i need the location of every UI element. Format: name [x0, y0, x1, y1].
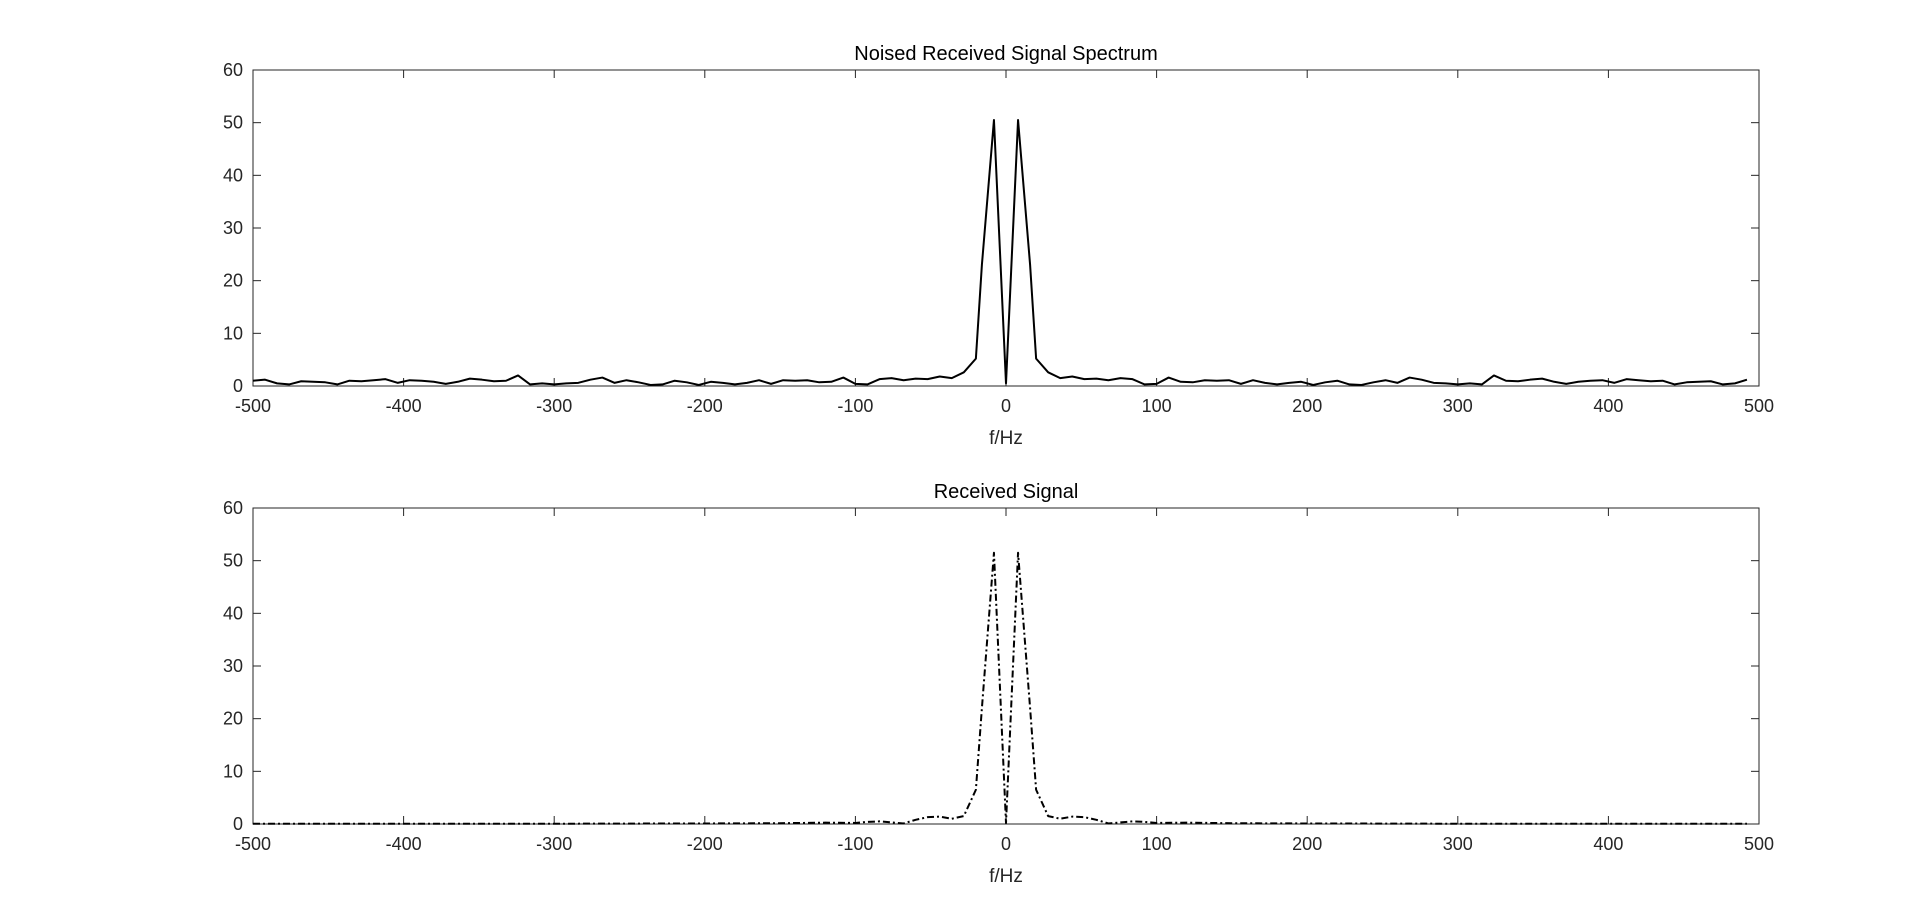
spectrum-noised-ytick-label: 0	[233, 376, 243, 396]
received-signal-ytick-label: 60	[223, 498, 243, 518]
received-signal-xtick-label: 200	[1292, 834, 1322, 854]
received-signal-xtick-label: 0	[1001, 834, 1011, 854]
received-signal-axes: Received Signal f/Hz -500 -400 -300 -200 -10…	[223, 481, 1774, 887]
spectrum-noised-xtick-label: 300	[1443, 396, 1473, 416]
received-signal-ytick-label: 10	[223, 761, 243, 781]
spectrum-noised-series-line	[252, 119, 1748, 386]
received-signal-xtick-label: -100	[837, 834, 873, 854]
spectrum-noised-series	[252, 119, 1748, 386]
received-signal-xtick-label: -200	[687, 834, 723, 854]
spectrum-noised-xtick-label: -200	[687, 396, 723, 416]
received-signal-xtick-label: -300	[536, 834, 572, 854]
received-signal-series-line	[253, 551, 1747, 825]
spectrum-noised-xlabel: f/Hz	[989, 428, 1023, 449]
received-signal-ytick-label: 40	[223, 603, 243, 623]
received-signal-ytick-label: 50	[223, 551, 243, 571]
spectrum-noised-xtick-label: -300	[536, 396, 572, 416]
received-signal-title: Received Signal	[934, 481, 1079, 503]
received-signal-plot-area	[252, 507, 1760, 825]
spectrum-noised-ytick-label: 30	[223, 218, 243, 238]
received-signal-xtick-label: -500	[235, 834, 271, 854]
spectrum-noised-xtick-label: -500	[235, 396, 271, 416]
spectrum-noised-xtick-label: 400	[1593, 396, 1623, 416]
spectrum-noised-ytick-label: 60	[223, 60, 243, 80]
received-signal-xlabel: f/Hz	[989, 866, 1023, 887]
spectrum-noised-xtick-label: 100	[1142, 396, 1172, 416]
received-signal-xtick-label: 400	[1593, 834, 1623, 854]
received-signal-xtick-label: 300	[1443, 834, 1473, 854]
received-signal-ytick-label: 0	[233, 814, 243, 834]
spectrum-noised-title: Noised Received Signal Spectrum	[854, 43, 1158, 65]
spectrum-noised-xtick-label: 0	[1001, 396, 1011, 416]
spectrum-noised-ytick-label: 50	[223, 113, 243, 133]
spectrum-noised-xtick-label: 500	[1744, 396, 1774, 416]
spectrum-noised-ytick-label: 20	[223, 271, 243, 291]
received-signal-xtick-label: 100	[1142, 834, 1172, 854]
spectrum-noised-ticks: -500 -400 -300 -200 -100 0 100 200 300 400 500 0 10 2…	[223, 60, 1774, 416]
spectrum-noised-xtick-label: -400	[386, 396, 422, 416]
spectrum-noised-ytick-label: 40	[223, 165, 243, 185]
spectrum-noised-plot-area	[252, 69, 1760, 387]
spectrum-noised-ytick-label: 10	[223, 323, 243, 343]
spectrum-noised-xtick-label: 200	[1292, 396, 1322, 416]
received-signal-series	[253, 551, 1747, 825]
received-signal-xtick-label: 500	[1744, 834, 1774, 854]
received-signal-ticks: -500 -400 -300 -200 -100 0 100 200 300 400 500 0 10 2…	[223, 498, 1774, 854]
spectrum-noised-xtick-label: -100	[837, 396, 873, 416]
spectrum-noised-axes: Noised Received Signal Spectrum f/Hz -50…	[223, 43, 1774, 449]
received-signal-ytick-label: 30	[223, 656, 243, 676]
received-signal-xtick-label: -400	[386, 834, 422, 854]
received-signal-ytick-label: 20	[223, 709, 243, 729]
